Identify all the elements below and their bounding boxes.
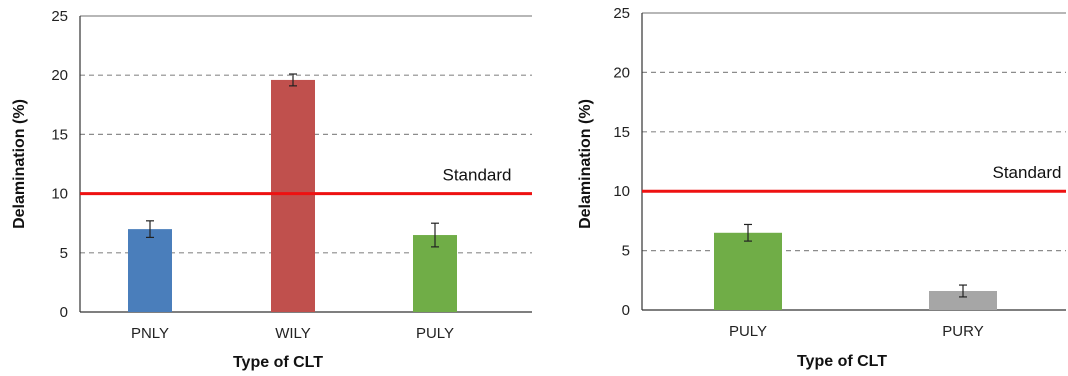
y-tick-label: 10 (613, 183, 630, 200)
y-axis-title: Delamination (%) (11, 99, 28, 229)
x-tick-label: PNLY (131, 325, 169, 342)
y-tick-label: 0 (60, 304, 68, 321)
y-tick-label: 15 (51, 126, 68, 143)
bar-puly (714, 232, 782, 310)
bar-wily (271, 79, 315, 312)
bar-pnly (128, 229, 172, 312)
y-tick-label: 5 (60, 245, 68, 262)
y-tick-label: 0 (622, 302, 630, 319)
y-tick-label: 20 (613, 64, 630, 81)
x-tick-label: PURY (942, 323, 983, 340)
chart-right-svg: 0 5 10 15 20 25 PULY PURY Delamination (%) Type… (577, 5, 1066, 370)
y-tick-label: 10 (51, 186, 68, 203)
y-tick-label: 5 (622, 243, 630, 260)
x-tick-label: WILY (275, 325, 311, 342)
x-tick-label: PULY (416, 325, 454, 342)
reference-line-label: Standard (443, 166, 512, 185)
y-tick-label: 25 (51, 8, 68, 25)
y-tick-label: 25 (613, 5, 630, 22)
plot-area: 0 5 10 15 20 25 PNLY WILY PULY (51, 8, 532, 342)
bar-puly (413, 235, 457, 312)
y-tick-label: 15 (613, 124, 630, 141)
chart-left: 0 5 10 15 20 25 PNLY WILY PULY Delamination (%) … (11, 8, 532, 371)
plot-area: 0 5 10 15 20 25 PULY PURY (613, 5, 1066, 340)
x-axis-title: Type of CLT (797, 353, 887, 370)
x-axis-title: Type of CLT (233, 354, 323, 371)
chart-right: 0 5 10 15 20 25 PULY PURY Delamination (%) Type… (534, 0, 1068, 376)
bar-pury (929, 290, 997, 310)
x-tick-label: PULY (729, 323, 767, 340)
y-axis-title: Delamination (%) (577, 99, 594, 229)
reference-line-label: Standard (993, 163, 1062, 182)
y-tick-label: 20 (51, 67, 68, 84)
